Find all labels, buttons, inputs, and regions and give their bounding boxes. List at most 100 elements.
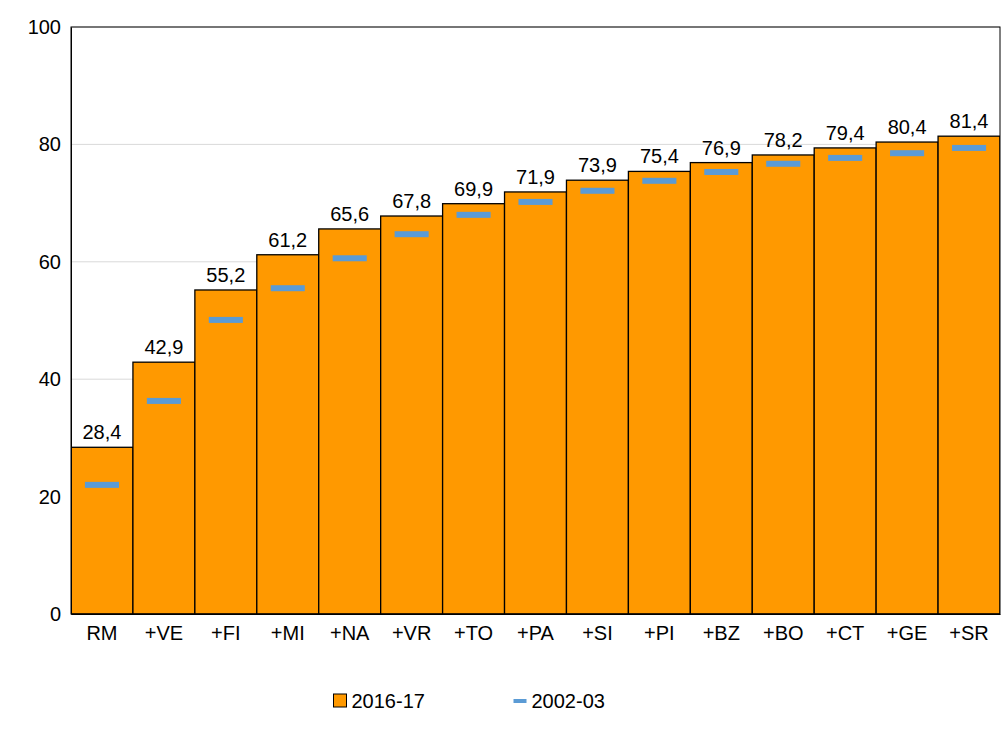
- dash-marker: [952, 145, 986, 151]
- bar: [195, 290, 257, 614]
- y-tick: 60: [39, 251, 71, 273]
- dash-marker: [395, 231, 429, 237]
- x-tick: +VE: [145, 614, 183, 644]
- legend-swatch: [334, 694, 347, 707]
- dash-marker: [642, 178, 676, 184]
- bar: [876, 142, 938, 614]
- marker-series: [85, 145, 986, 488]
- x-tick: +SI: [582, 614, 613, 644]
- bar: [752, 155, 814, 614]
- dash-marker: [333, 255, 367, 261]
- y-tick: 100: [28, 16, 71, 38]
- x-tick-label: +VR: [392, 622, 431, 644]
- x-tick: +FI: [211, 614, 240, 644]
- data-label: 71,9: [516, 166, 555, 188]
- legend-swatch: [514, 699, 527, 703]
- dash-marker: [271, 285, 305, 291]
- x-tick-label: +PI: [644, 622, 675, 644]
- bar: [71, 447, 133, 614]
- marks: [71, 136, 1000, 614]
- data-label: 81,4: [950, 110, 989, 132]
- data-label: 42,9: [144, 336, 183, 358]
- x-tick: +PA: [517, 614, 555, 644]
- bar: [443, 204, 505, 614]
- data-label: 75,4: [640, 145, 679, 167]
- y-tick-label: 80: [39, 133, 61, 155]
- bar: [566, 180, 628, 614]
- y-tick-label: 20: [39, 486, 61, 508]
- y-tick: 0: [50, 603, 71, 625]
- data-label: 80,4: [888, 116, 927, 138]
- grid-line: [71, 144, 1000, 145]
- data-label: 55,2: [206, 264, 245, 286]
- x-tick-label: +GE: [887, 622, 928, 644]
- legend: 2016-17 2002-03: [334, 690, 605, 712]
- data-label: 28,4: [82, 421, 121, 443]
- bar: [690, 163, 752, 614]
- dash-marker: [209, 317, 243, 323]
- y-tick-label: 0: [50, 603, 61, 625]
- x-tick: +MI: [271, 614, 305, 644]
- x-tick: RM: [86, 614, 117, 644]
- legend-label: 2016-17: [352, 690, 425, 712]
- x-tick: +TO: [454, 614, 493, 644]
- dash-marker: [766, 161, 800, 167]
- y-tick-label: 40: [39, 368, 61, 390]
- y-axis: 0 20 40 60 80 100: [28, 16, 72, 625]
- x-tick-label: +CT: [826, 622, 864, 644]
- data-label: 78,2: [764, 129, 803, 151]
- dash-marker: [85, 482, 119, 488]
- dash-marker: [147, 398, 181, 404]
- dash-marker: [890, 150, 924, 156]
- x-tick-label: RM: [86, 622, 117, 644]
- y-axis-line: [71, 28, 72, 615]
- x-tick: +SR: [949, 614, 988, 644]
- bar: [628, 171, 690, 614]
- dash-marker: [828, 155, 862, 161]
- x-tick: +GE: [887, 614, 928, 644]
- data-label: 61,2: [268, 229, 307, 251]
- legend-item: 2002-03: [514, 690, 605, 712]
- x-tick: +VR: [392, 614, 431, 644]
- bar: [257, 255, 319, 614]
- x-tick: +BZ: [703, 614, 740, 644]
- bar: [133, 362, 195, 614]
- x-tick-label: +SI: [582, 622, 613, 644]
- x-tick-label: +PA: [517, 622, 555, 644]
- dash-marker: [457, 212, 491, 218]
- bar: [938, 136, 1000, 614]
- data-label: 69,9: [454, 178, 493, 200]
- legend-item: 2016-17: [334, 690, 425, 712]
- bar: [381, 216, 443, 614]
- x-tick: +NA: [330, 614, 370, 644]
- bar: [814, 148, 876, 614]
- x-axis-line: [72, 614, 1001, 615]
- bar: [319, 229, 381, 614]
- bar: [505, 192, 567, 614]
- y-tick-label: 60: [39, 251, 61, 273]
- chart: 28,442,955,261,265,667,869,971,973,975,4…: [0, 0, 1007, 741]
- x-tick-label: +MI: [271, 622, 305, 644]
- data-label: 79,4: [826, 122, 865, 144]
- legend-label: 2002-03: [532, 690, 605, 712]
- data-label: 73,9: [578, 154, 617, 176]
- x-tick-label: +BO: [763, 622, 804, 644]
- data-label: 65,6: [330, 203, 369, 225]
- plot: 28,442,955,261,265,667,869,971,973,975,4…: [28, 16, 1001, 644]
- x-tick-label: +SR: [949, 622, 988, 644]
- x-tick-label: +TO: [454, 622, 493, 644]
- bar-series: [71, 136, 1000, 614]
- data-labels: 28,442,955,261,265,667,869,971,973,975,4…: [82, 110, 988, 443]
- dash-marker: [704, 169, 738, 175]
- x-tick: +CT: [826, 614, 864, 644]
- x-tick-label: +BZ: [703, 622, 740, 644]
- y-tick: 80: [39, 133, 71, 155]
- x-tick: +BO: [763, 614, 804, 644]
- x-tick-label: +VE: [145, 622, 183, 644]
- y-tick: 20: [39, 486, 71, 508]
- y-tick: 40: [39, 368, 71, 390]
- grid: [71, 27, 1000, 614]
- dash-marker: [518, 199, 552, 205]
- x-axis: RM +VE +FI +MI +NA +VR +TO +PA +SI +PI +BZ +BO +CT +G…: [72, 614, 1001, 644]
- data-label: 76,9: [702, 137, 741, 159]
